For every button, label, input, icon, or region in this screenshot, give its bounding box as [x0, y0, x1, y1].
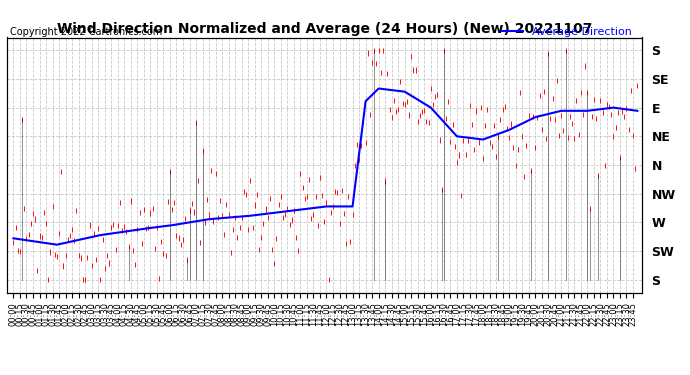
Legend: Average Direction: Average Direction: [496, 22, 636, 42]
Text: Copyright 2022 Cartronics.com: Copyright 2022 Cartronics.com: [10, 27, 162, 37]
Title: Wind Direction Normalized and Average (24 Hours) (New) 20221107: Wind Direction Normalized and Average (2…: [57, 22, 592, 36]
